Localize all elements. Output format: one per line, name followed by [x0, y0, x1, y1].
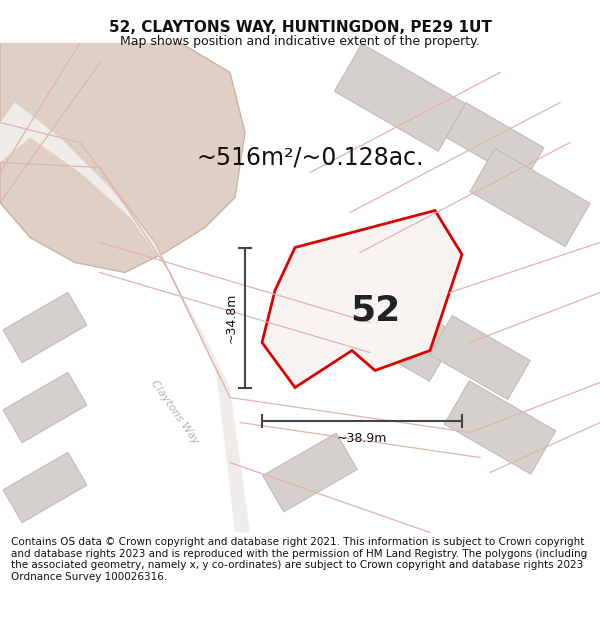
Polygon shape — [3, 292, 87, 362]
Text: ~34.8m: ~34.8m — [224, 292, 238, 342]
Polygon shape — [3, 452, 87, 522]
Text: Contains OS data © Crown copyright and database right 2021. This information is : Contains OS data © Crown copyright and d… — [11, 537, 587, 582]
Text: ~38.9m: ~38.9m — [337, 432, 387, 445]
Polygon shape — [0, 42, 245, 272]
Polygon shape — [0, 102, 250, 532]
Polygon shape — [334, 44, 466, 151]
Text: Claytons Way: Claytons Way — [149, 379, 201, 446]
Polygon shape — [263, 433, 358, 512]
Polygon shape — [444, 381, 556, 474]
Text: Map shows position and indicative extent of the property.: Map shows position and indicative extent… — [120, 35, 480, 48]
Polygon shape — [446, 102, 544, 182]
Polygon shape — [3, 372, 87, 442]
Polygon shape — [470, 148, 590, 247]
Polygon shape — [343, 284, 457, 381]
Text: ~516m²/~0.128ac.: ~516m²/~0.128ac. — [196, 146, 424, 169]
Text: 52, CLAYTONS WAY, HUNTINGDON, PE29 1UT: 52, CLAYTONS WAY, HUNTINGDON, PE29 1UT — [109, 20, 491, 35]
Text: 52: 52 — [350, 294, 400, 328]
Polygon shape — [430, 316, 530, 399]
Polygon shape — [262, 211, 462, 388]
